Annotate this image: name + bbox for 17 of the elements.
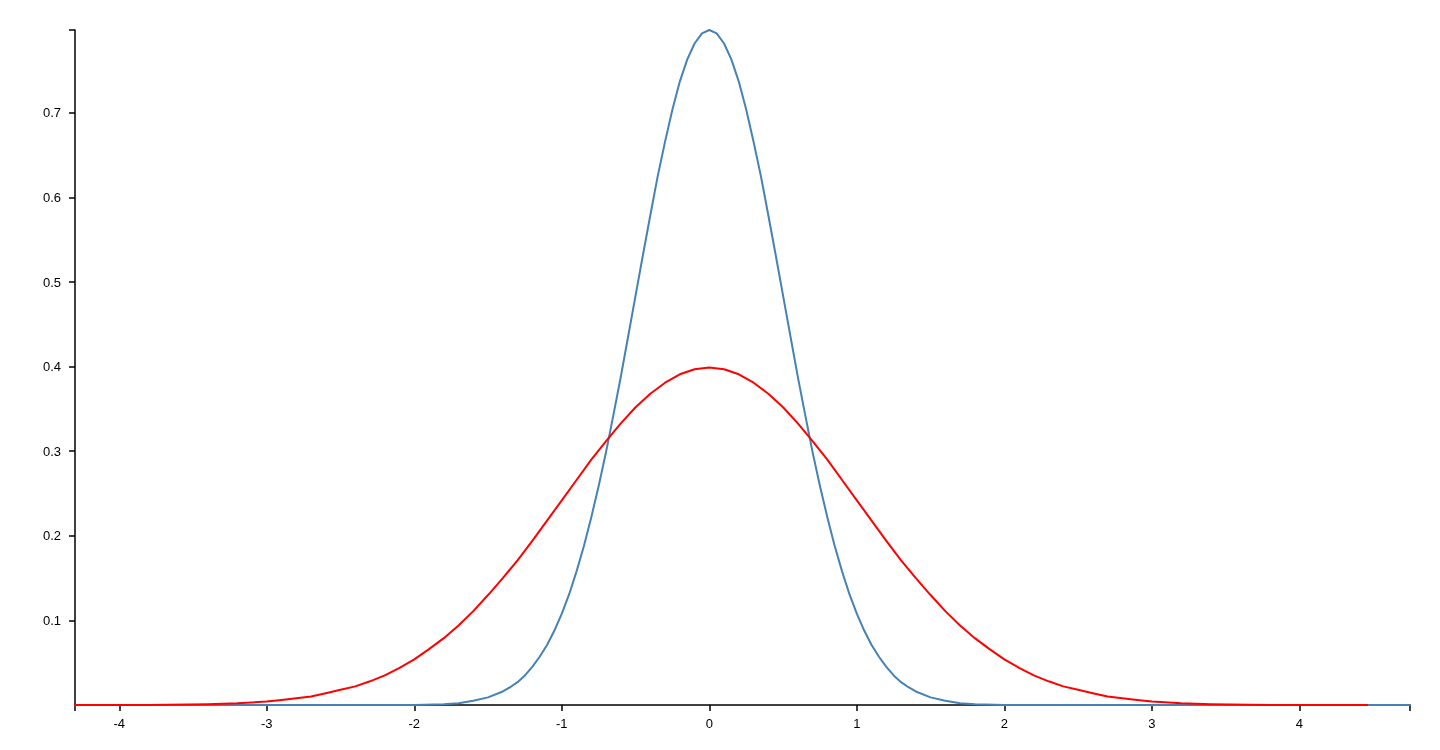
x-tick-label: 0	[705, 716, 713, 731]
x-tick-label: -4	[113, 716, 126, 731]
x-tick-label: 1	[853, 716, 861, 731]
x-tick-label: 4	[1295, 716, 1303, 731]
y-tick-label: 0.7	[42, 105, 61, 121]
x-tick-label: 2	[1000, 716, 1008, 731]
x-tick-label: -3	[260, 716, 273, 731]
y-tick-label: 0.4	[42, 359, 61, 375]
y-tick-label: 0.6	[42, 189, 61, 205]
x-tick-label: -2	[408, 716, 421, 731]
x-tick-label: 3	[1148, 716, 1156, 731]
x-tick-label: -1	[556, 716, 568, 731]
line-series	[74, 366, 1369, 706]
y-tick-label: 0.3	[42, 443, 61, 459]
y-tick-label: 0.5	[42, 274, 61, 290]
y-tick-label: 0.2	[42, 528, 61, 544]
y-tick-label: 0.1	[42, 612, 61, 628]
